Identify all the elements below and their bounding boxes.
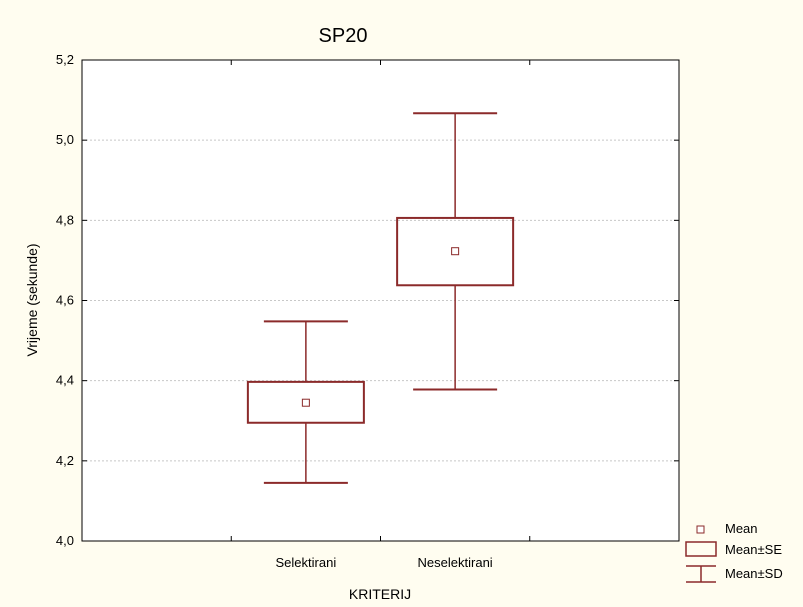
legend: Mean Mean±SE Mean±SD <box>685 521 783 583</box>
legend-se-label: Mean±SE <box>725 542 782 557</box>
se-box <box>396 216 515 287</box>
chart-title: SP20 <box>319 25 368 47</box>
x-tick-label: Selektirani <box>276 555 337 570</box>
y-tick-label: 4,0 <box>56 533 74 548</box>
y-tick-label: 4,6 <box>56 293 74 308</box>
gridlines <box>82 139 679 462</box>
legend-sd-label: Mean±SD <box>725 566 783 581</box>
box-group-selektirani <box>246 320 365 484</box>
box-group-neselektirani <box>396 112 515 391</box>
legend-se-icon <box>685 541 717 557</box>
y-tick-label: 4,4 <box>56 373 74 388</box>
plot-area <box>81 59 680 542</box>
y-tick-labels: 4,0 4,2 4,4 4,6 4,8 5,0 5,2 <box>56 52 74 548</box>
mean-marker <box>301 398 310 407</box>
legend-mean-label: Mean <box>725 521 758 536</box>
x-tick-labels: Selektirani Neselektirani <box>276 555 493 570</box>
se-box <box>246 380 365 424</box>
y-tick-label: 5,0 <box>56 132 74 147</box>
y-tick-label: 5,2 <box>56 52 74 67</box>
y-tick-label: 4,8 <box>56 212 74 227</box>
y-axis-label: Vrijeme (sekunde) <box>24 243 40 356</box>
x-tick-marks <box>230 60 531 541</box>
box-groups <box>246 112 515 484</box>
y-tick-label: 4,2 <box>56 453 74 468</box>
x-tick-label: Neselektirani <box>418 555 493 570</box>
mean-marker <box>451 247 460 256</box>
legend-mean-icon <box>696 525 705 534</box>
y-tick-marks <box>82 59 679 542</box>
x-axis-label: KRITERIJ <box>349 586 411 602</box>
